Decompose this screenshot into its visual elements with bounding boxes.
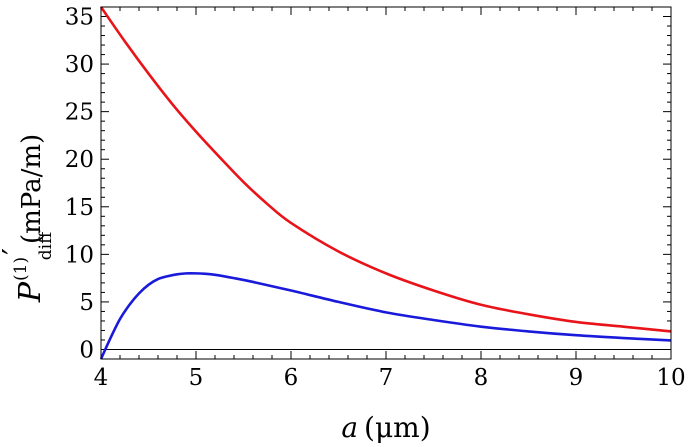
x-tick-label: 5 <box>189 365 204 391</box>
series-line-red <box>99 6 672 333</box>
x-axis-label: a (μm) <box>341 411 430 444</box>
y-tick-label: 15 <box>65 195 94 221</box>
x-tick-label: 10 <box>656 365 685 391</box>
y-label-superscript: (1) <box>11 257 31 281</box>
y-label-subscript: diff <box>36 230 56 260</box>
plot-frame <box>100 6 672 360</box>
y-label-prime: ′ <box>0 248 32 255</box>
y-tick-label: 0 <box>79 337 94 363</box>
y-tick-label: 5 <box>79 290 94 316</box>
ticks-layer: 4 5 6 7 8 9 10 0 5 10 15 20 25 30 35 <box>65 5 686 391</box>
y-label-symbol: P <box>13 281 48 303</box>
x-tick-label: 4 <box>94 365 109 391</box>
x-tick-label: 6 <box>284 365 299 391</box>
series-line-blue <box>99 271 672 360</box>
x-label-var: a <box>341 411 358 444</box>
y-label-unit: (mPa/m) <box>17 134 47 244</box>
x-label-unit: (μm) <box>364 411 431 444</box>
y-tick-label: 35 <box>65 5 94 31</box>
y-tick-label: 30 <box>65 52 94 78</box>
y-tick-label: 10 <box>65 242 94 268</box>
x-tick-label: 9 <box>569 365 584 391</box>
y-tick-label: 25 <box>65 100 94 126</box>
y-tick-label: 20 <box>65 147 94 173</box>
x-tick-label: 8 <box>474 365 489 391</box>
labels-layer: P(1) ′ (mPa/m) diff a (μm) <box>0 134 431 444</box>
series-layer <box>99 6 672 360</box>
x-tick-label: 7 <box>379 365 394 391</box>
y-axis-label: P(1) ′ (mPa/m) <box>0 134 48 303</box>
